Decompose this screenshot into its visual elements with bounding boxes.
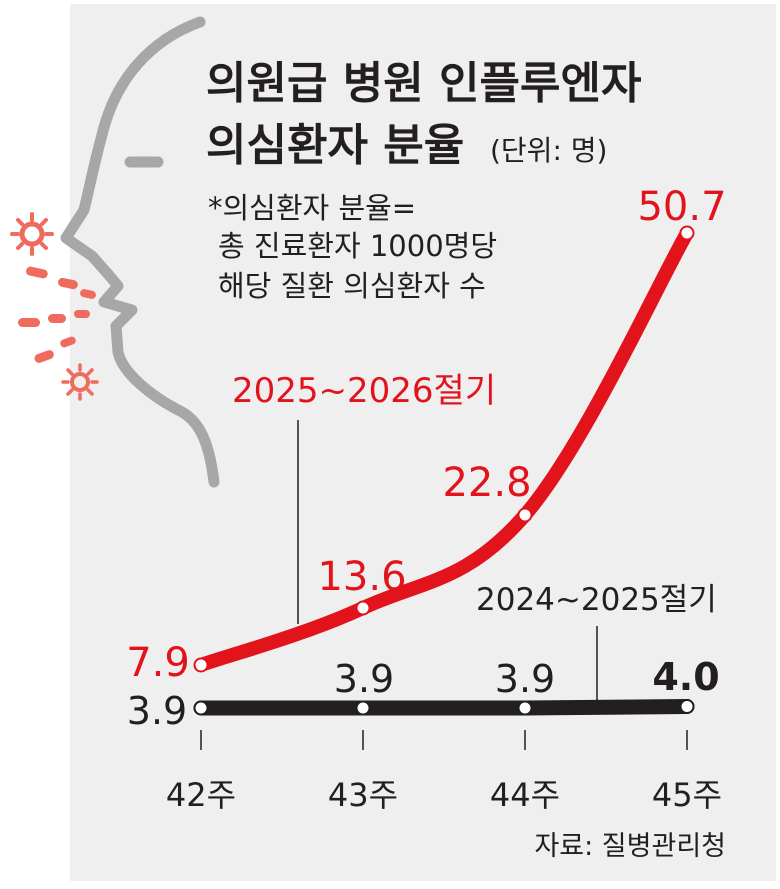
droplets bbox=[18, 266, 96, 363]
x-tick-label-3: 44주 bbox=[490, 776, 560, 814]
legend-series-2025-2026: 2025~2026절기 bbox=[232, 371, 496, 411]
series-line-2025-2026 bbox=[194, 226, 694, 672]
face-profile-illustration bbox=[60, 16, 220, 488]
virus-icon-top bbox=[10, 212, 54, 256]
x-tick-label-1: 42주 bbox=[166, 776, 236, 814]
source-label: 자료: 질병관리청 bbox=[534, 831, 726, 862]
data-label-2024-2025-1: 3.9 bbox=[127, 689, 187, 733]
data-label-2025-2026-4: 50.7 bbox=[637, 184, 726, 230]
point-2024-2025-1 bbox=[193, 700, 209, 716]
note-line-3: 해당 질환 의심환자 수 bbox=[218, 269, 486, 303]
point-2024-2025-4 bbox=[679, 699, 695, 714]
point-2025-2026-2 bbox=[355, 600, 371, 616]
point-2024-2025-3 bbox=[517, 700, 533, 716]
unit-label: (단위: 명) bbox=[490, 134, 607, 167]
data-label-2025-2026-1: 7.9 bbox=[126, 640, 190, 686]
data-label-2024-2025-4: 4.0 bbox=[652, 655, 719, 699]
data-label-2024-2025-2: 3.9 bbox=[334, 657, 394, 701]
point-2025-2026-4 bbox=[679, 225, 695, 241]
data-label-2025-2026-3: 22.8 bbox=[442, 460, 531, 506]
point-2025-2026-1 bbox=[193, 657, 209, 673]
x-tick-label-4: 45주 bbox=[652, 776, 722, 814]
data-label-2024-2025-3: 3.9 bbox=[495, 657, 555, 701]
note-line-2: 총 진료환자 1000명당 bbox=[218, 229, 497, 263]
chart-background bbox=[70, 4, 776, 881]
x-tick-label-2: 43주 bbox=[328, 776, 398, 814]
legend-series-2024-2025: 2024~2025절기 bbox=[476, 582, 717, 618]
series-line-2024-2025 bbox=[193, 699, 695, 716]
virus-icon-bottom bbox=[61, 363, 99, 401]
note-line-1: *의심환자 분율= bbox=[208, 191, 416, 225]
virus-illustration bbox=[10, 212, 99, 401]
x-axis: 42주 43주 44주 45주 bbox=[166, 730, 722, 814]
chart-title-line2: 의심환자 분율 bbox=[206, 120, 464, 171]
point-2024-2025-2 bbox=[355, 700, 371, 716]
data-label-2025-2026-2: 13.6 bbox=[317, 554, 406, 600]
point-2025-2026-3 bbox=[517, 507, 533, 523]
chart-title-line1: 의원급 병원 인플루엔자 bbox=[206, 58, 641, 109]
series-layer: 7.9 13.6 22.8 50.7 3.9 3.9 3.9 4.0 bbox=[126, 184, 726, 733]
